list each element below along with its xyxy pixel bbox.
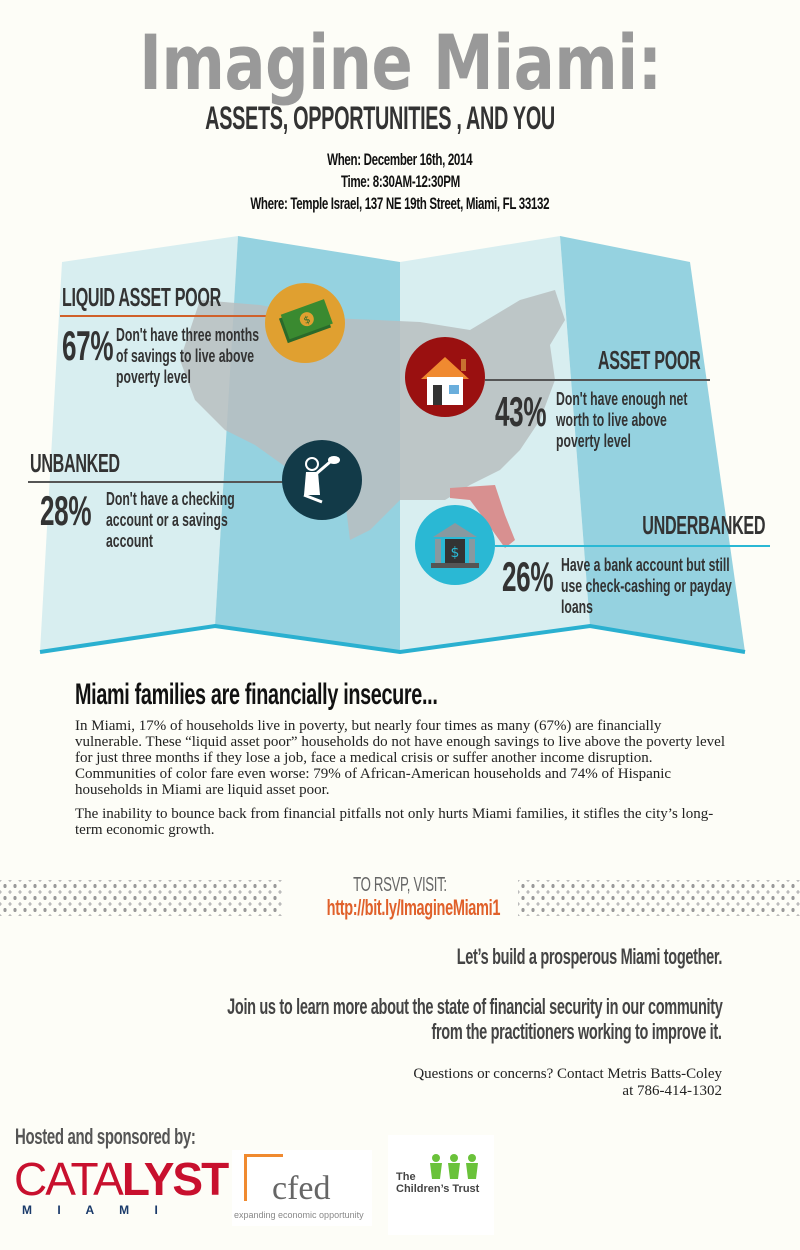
event-location: Where: Temple Israel, 137 NE 19th Street… [250, 194, 550, 213]
stat-unbanked-label: UNBANKED [30, 448, 120, 478]
contact-line-1: Questions or concerns? Contact Metris Ba… [413, 1066, 722, 1082]
cta-headline: Let’s build a prosperous Miami together. [456, 944, 723, 969]
cfed-wordmark: cfed [272, 1170, 331, 1207]
stat-liquid-asset-poor-desc: Don't have three months of savings to liv… [116, 325, 260, 387]
cfed-tagline: expanding economic opportunity [234, 1210, 364, 1220]
stat-unbanked-desc: Don't have a checking account or a saving… [106, 489, 235, 551]
stat-liquid-asset-poor-percent: 67% [62, 322, 114, 369]
body-paragraph-1: In Miami, 17% of households live in pove… [75, 718, 725, 798]
event-time: Time: 8:30AM-12:30PM [340, 172, 460, 191]
children-figures-icon [430, 1154, 478, 1179]
divider [28, 481, 283, 483]
map-bottom-edge [39, 623, 746, 655]
page-title: Imagine Miami: [138, 18, 662, 107]
event-date: When: December 16th, 2014 [327, 150, 473, 169]
body-paragraph-2: The inability to bounce back from financ… [75, 806, 714, 838]
rsvp-label: TO RSVP, VISIT: [353, 874, 447, 896]
divider [60, 315, 270, 317]
catalyst-miami-sub: M I A M I [22, 1203, 158, 1217]
childrens-trust-logo: The Children’s Trust [388, 1135, 494, 1235]
cfed-logo: cfed expanding economic opportunity [232, 1150, 372, 1226]
house-icon [405, 337, 485, 417]
stat-asset-poor-label: ASSET POOR [597, 345, 700, 375]
contact-line-2: at 786-414-1302 [622, 1083, 722, 1099]
divider [495, 545, 770, 547]
stat-underbanked-label: UNDERBANKED [642, 510, 765, 540]
dot-pattern-right [518, 880, 800, 916]
stat-liquid-asset-poor-label: LIQUID ASSET POOR [62, 282, 221, 312]
divider [485, 379, 710, 381]
catalyst-miami-logo: CATALYST [14, 1153, 229, 1205]
cfed-bracket [244, 1154, 283, 1201]
stat-underbanked-desc: Have a bank account but still use check-c… [561, 555, 732, 617]
stat-asset-poor-desc: Don't have enough net worth to live above… [556, 389, 688, 451]
money-icon: $ [265, 283, 345, 363]
stat-unbanked-percent: 28% [40, 487, 92, 534]
svg-text:$: $ [451, 545, 460, 561]
sponsors-label: Hosted and sponsored by: [15, 1124, 196, 1149]
subtitle: ASSETS, OPPORTUNITIES , AND YOU [205, 100, 555, 136]
childrens-trust-the: The [396, 1171, 416, 1183]
map-panel-4 [560, 236, 745, 652]
dot-pattern-left [0, 880, 282, 916]
cta-line-2: from the practitioners working to improv… [431, 1019, 722, 1044]
svg-text:$: $ [302, 314, 312, 327]
childrens-trust-text: The Children’s Trust [396, 1171, 479, 1195]
child-icon [282, 440, 362, 520]
stat-underbanked-percent: 26% [502, 553, 554, 600]
stat-asset-poor-percent: 43% [495, 388, 547, 435]
bank-icon: $ [415, 505, 495, 585]
section-heading: Miami families are financially insecure.… [75, 678, 438, 711]
cta-line-1: Join us to learn more about the state of… [226, 994, 723, 1019]
rsvp-link[interactable]: http://bit.ly/ImagineMiami1 [326, 895, 501, 920]
childrens-trust-name: Children’s Trust [396, 1183, 480, 1195]
